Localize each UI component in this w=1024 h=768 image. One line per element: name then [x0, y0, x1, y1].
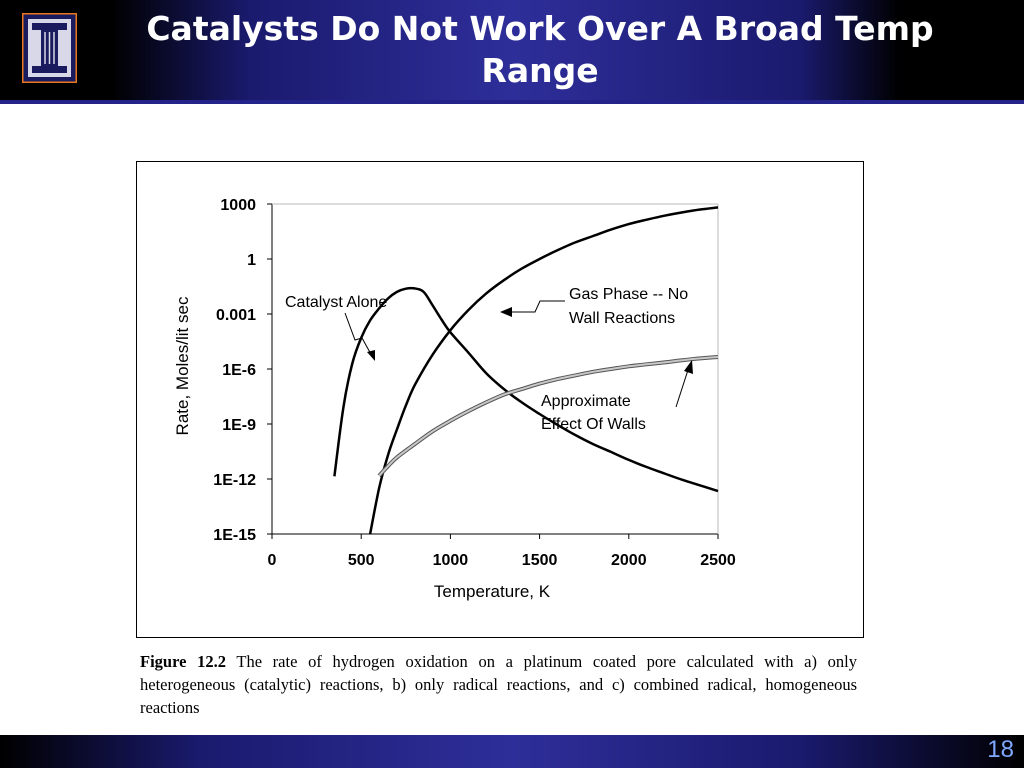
figure-caption-text: The rate of hydrogen oxidation on a plat…	[140, 652, 857, 717]
x-tick-label: 500	[348, 552, 375, 569]
annotation-gas-phase-arrowhead	[500, 307, 512, 317]
annotation-walls-line2: Effect Of Walls	[541, 416, 646, 433]
y-tick-label: 1E-12	[213, 472, 256, 489]
annotation-catalyst-alone-text: Catalyst Alone	[285, 294, 387, 311]
annotation-walls-leader	[675, 369, 689, 408]
university-logo	[20, 11, 79, 85]
y-tick-label: 1E-15	[213, 527, 256, 544]
series-line-catalyst-alone	[333, 286, 719, 493]
slide-title: Catalysts Do Not Work Over A Broad Temp …	[146, 9, 934, 90]
annotation-gas-phase-leader	[510, 300, 565, 313]
y-axis-title: Rate, Moles/lit sec	[173, 296, 192, 435]
x-axis-title: Temperature, K	[434, 582, 551, 601]
series-layer	[333, 206, 719, 535]
x-ticks: 0 500 1000 1500 2000 2500	[268, 534, 736, 569]
y-tick-label: 1000	[220, 197, 256, 214]
annotation-catalyst-alone-arrowhead	[367, 350, 375, 361]
annotation-walls-arrowhead	[684, 360, 693, 374]
series-line-approximate-effect-of-walls	[378, 356, 719, 477]
annotation-walls: Approximate Effect Of Walls	[541, 360, 693, 433]
figure-label: Figure 12.2	[140, 652, 226, 671]
annotation-gas-phase: Gas Phase -- No Wall Reactions	[500, 286, 688, 327]
y-tick-label: 0.001	[216, 307, 256, 324]
y-tick-label: 1	[247, 252, 256, 269]
page-number: 18	[987, 736, 1014, 763]
annotation-catalyst-alone: Catalyst Alone	[285, 294, 387, 361]
x-tick-label: 1000	[433, 552, 469, 569]
x-tick-label: 2000	[611, 552, 647, 569]
series-line-gas-phase-no-wall-reactions	[368, 206, 719, 535]
annotation-catalyst-alone-leader	[344, 312, 373, 357]
annotation-gas-phase-line1: Gas Phase -- No	[569, 286, 688, 303]
chart-frame	[136, 161, 864, 638]
x-tick-label: 1500	[522, 552, 558, 569]
annotation-gas-phase-line2: Wall Reactions	[569, 310, 675, 327]
y-tick-label: 1E-6	[222, 362, 256, 379]
slide-header	[0, 0, 1024, 100]
x-tick-label: 0	[268, 552, 277, 569]
annotation-walls-line1: Approximate	[541, 393, 631, 410]
figure-caption: Figure 12.2 The rate of hydrogen oxidati…	[140, 650, 857, 719]
slide-footer	[0, 735, 1024, 768]
header-divider	[0, 100, 1024, 104]
x-tick-label: 2500	[700, 552, 736, 569]
y-tick-label: 1E-9	[222, 417, 256, 434]
y-ticks: 1E-15 1E-12 1E-9 1E-6 0.001 1 1000	[213, 197, 272, 544]
